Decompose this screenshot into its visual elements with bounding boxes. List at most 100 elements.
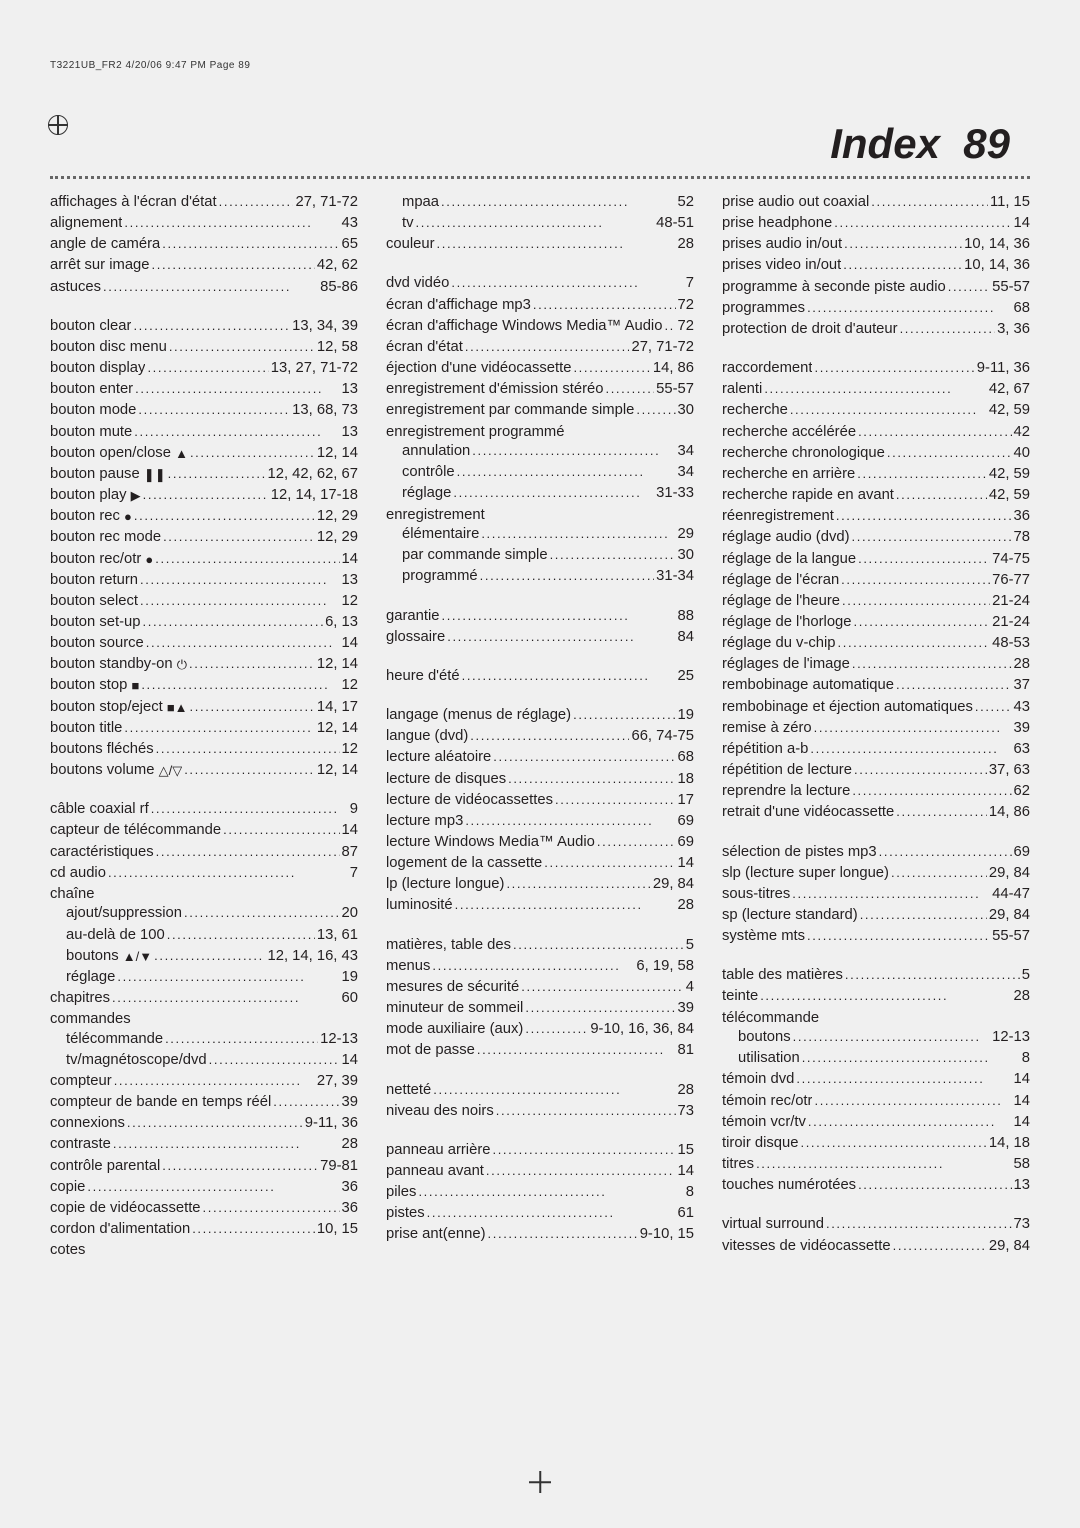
dot-leader bbox=[87, 1178, 339, 1196]
index-page: 79-81 bbox=[320, 1157, 358, 1178]
index-term: réglage du v-chip bbox=[722, 634, 836, 655]
index-entry: table des matières5 bbox=[722, 966, 1030, 987]
index-entry: réenregistrement36 bbox=[722, 507, 1030, 528]
index-term: astuces bbox=[50, 278, 101, 299]
dot-leader bbox=[506, 875, 650, 893]
index-page: 78 bbox=[1014, 528, 1030, 549]
index-page: 30 bbox=[678, 401, 694, 422]
index-term: reprendre la lecture bbox=[722, 782, 850, 803]
dot-leader bbox=[151, 800, 348, 818]
index-entry: boutons fléchés12 bbox=[50, 740, 358, 761]
index-page: 12-13 bbox=[320, 1030, 358, 1051]
index-page: 28 bbox=[678, 1081, 694, 1102]
index-page: 29, 84 bbox=[989, 1237, 1030, 1258]
index-term: panneau arrière bbox=[386, 1141, 490, 1162]
index-term: compteur de bande en temps réél bbox=[50, 1093, 271, 1114]
dot-leader bbox=[437, 235, 676, 253]
dot-leader bbox=[127, 1114, 303, 1132]
index-page: 29 bbox=[678, 525, 694, 546]
index-entry: éjection d'une vidéocassette14, 86 bbox=[386, 359, 694, 380]
index-entry: écran d'affichage mp372 bbox=[386, 296, 694, 317]
index-entry: réglage19 bbox=[50, 968, 358, 989]
dot-leader bbox=[143, 486, 269, 504]
index-term: vitesses de vidéocassette bbox=[722, 1237, 891, 1258]
dot-leader bbox=[544, 854, 675, 872]
index-entry: dvd vidéo7 bbox=[386, 274, 694, 295]
index-term: glossaire bbox=[386, 628, 445, 649]
index-term: prises video in/out bbox=[722, 256, 841, 277]
dot-leader bbox=[843, 256, 962, 274]
index-page: 48-51 bbox=[656, 214, 694, 235]
index-page: 61 bbox=[678, 1204, 694, 1225]
index-entry: lecture de vidéocassettes17 bbox=[386, 791, 694, 812]
index-entry: boutons12-13 bbox=[722, 1028, 1030, 1049]
index-entry: astuces85-86 bbox=[50, 278, 358, 299]
index-entry: prises audio in/out10, 14, 36 bbox=[722, 235, 1030, 256]
index-page: 28 bbox=[342, 1135, 358, 1156]
index-page: 13 bbox=[342, 380, 358, 401]
index-page: 27, 39 bbox=[317, 1072, 358, 1093]
index-page: 88 bbox=[678, 607, 694, 628]
dot-leader bbox=[477, 1041, 676, 1059]
index-page: 13 bbox=[342, 571, 358, 592]
dot-leader bbox=[465, 338, 630, 356]
dot-leader bbox=[796, 1070, 1011, 1088]
dot-leader bbox=[852, 528, 1012, 546]
index-entry: chaîne bbox=[50, 885, 358, 905]
title-page-number: 89 bbox=[963, 120, 1010, 167]
dot-leader bbox=[134, 507, 315, 525]
crop-mark-icon bbox=[529, 1471, 551, 1493]
index-entry: sélection de pistes mp369 bbox=[722, 843, 1030, 864]
index-entry: luminosité28 bbox=[386, 896, 694, 917]
dot-leader bbox=[793, 1028, 990, 1046]
dot-leader bbox=[533, 296, 676, 314]
index-entry: raccordement9-11, 36 bbox=[722, 359, 1030, 380]
dot-leader bbox=[852, 655, 1012, 673]
index-page: 9-11, 36 bbox=[305, 1114, 358, 1135]
index-entry: arrêt sur image42, 62 bbox=[50, 256, 358, 277]
index-page: 12, 29 bbox=[317, 528, 358, 549]
dot-leader bbox=[790, 401, 987, 419]
index-entry: virtual surround73 bbox=[722, 1215, 1030, 1236]
index-term: ajout/suppression bbox=[66, 904, 182, 925]
index-term: réglage de la langue bbox=[722, 550, 856, 571]
index-entry: rembobinage automatique37 bbox=[722, 676, 1030, 697]
index-entry: commandes bbox=[50, 1010, 358, 1030]
dot-leader bbox=[845, 966, 1020, 984]
index-term: réglage bbox=[402, 484, 451, 505]
index-entry: affichages à l'écran d'état27, 71-72 bbox=[50, 193, 358, 214]
index-page: 29, 84 bbox=[653, 875, 694, 896]
index-entry: contrôle34 bbox=[386, 463, 694, 484]
index-page: 42, 62 bbox=[317, 256, 358, 277]
index-entry: vitesses de vidéocassette 29, 84 bbox=[722, 1237, 1030, 1258]
index-page: 69 bbox=[1014, 843, 1030, 864]
index-page: 13, 61 bbox=[317, 926, 358, 947]
index-entry: bouton pause ❚❚12, 42, 62, 67 bbox=[50, 465, 358, 486]
index-page: 87 bbox=[342, 843, 358, 864]
index-term: copie de vidéocassette bbox=[50, 1199, 201, 1220]
index-entry: bouton open/close ▲12, 14 bbox=[50, 444, 358, 465]
index-entry: boutons ▲/▼12, 14, 16, 43 bbox=[50, 947, 358, 968]
dot-leader bbox=[858, 550, 990, 568]
button-symbol-icon: ● bbox=[145, 551, 153, 568]
index-gap bbox=[386, 1123, 694, 1141]
index-term: boutons volume △/▽ bbox=[50, 761, 182, 782]
dot-leader bbox=[525, 1020, 588, 1038]
index-term: télécommande bbox=[722, 1009, 819, 1029]
index-page: 68 bbox=[678, 748, 694, 769]
index-entry: menus6, 19, 58 bbox=[386, 957, 694, 978]
dot-leader bbox=[223, 821, 339, 839]
dot-leader bbox=[418, 1183, 683, 1201]
dot-leader bbox=[184, 904, 340, 922]
index-term: lecture de disques bbox=[386, 770, 506, 791]
index-page: 43 bbox=[342, 214, 358, 235]
index-entry: capteur de télécommande14 bbox=[50, 821, 358, 842]
index-page: 21-24 bbox=[992, 613, 1030, 634]
index-page: 14 bbox=[678, 1162, 694, 1183]
index-entry: prise audio out coaxial11, 15 bbox=[722, 193, 1030, 214]
index-page: 14, 18 bbox=[989, 1134, 1030, 1155]
index-entry: connexions9-11, 36 bbox=[50, 1114, 358, 1135]
index-term: contraste bbox=[50, 1135, 111, 1156]
index-term: écran d'affichage mp3 bbox=[386, 296, 531, 317]
index-page: 12, 14 bbox=[317, 719, 358, 740]
